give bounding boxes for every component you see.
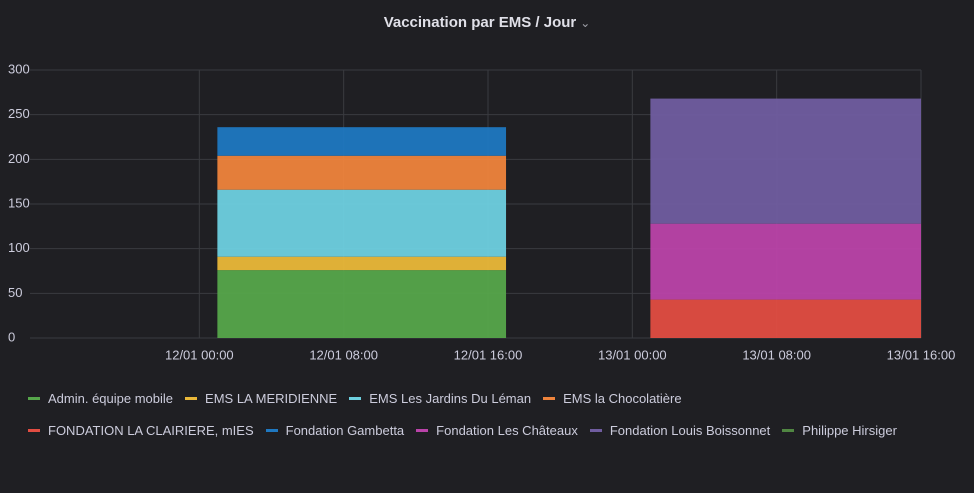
bar-segment xyxy=(217,256,507,271)
panel-header[interactable]: Vaccination par EMS / Jour ⌄ xyxy=(0,14,974,31)
legend-swatch xyxy=(185,396,198,400)
y-tick-label: 150 xyxy=(8,195,30,210)
legend-item[interactable]: Admin. équipe mobile xyxy=(28,382,173,414)
x-tick-label: 13/01 08:00 xyxy=(742,347,811,362)
legend-swatch xyxy=(543,396,556,400)
legend-item[interactable]: EMS Les Jardins Du Léman xyxy=(349,382,531,414)
legend-label: Admin. équipe mobile xyxy=(48,390,174,406)
legend-label: EMS Les Jardins Du Léman xyxy=(369,390,532,406)
y-tick-label: 300 xyxy=(8,61,30,76)
legend-label: EMS LA MERIDIENNE xyxy=(205,390,338,406)
legend-swatch xyxy=(589,428,602,432)
y-tick-label: 100 xyxy=(8,240,30,255)
x-tick-label: 12/01 00:00 xyxy=(165,347,234,362)
x-tick-label: 13/01 16:00 xyxy=(887,347,956,362)
panel-title: Vaccination par EMS / Jour xyxy=(383,14,577,31)
legend-swatch xyxy=(28,396,40,400)
y-tick-label: 250 xyxy=(8,106,30,121)
legend-swatch xyxy=(782,428,795,432)
y-tick-label: 50 xyxy=(8,285,22,300)
bar-segment xyxy=(217,189,507,257)
legend-swatch xyxy=(265,428,278,432)
bar-segment xyxy=(650,223,921,300)
legend-item[interactable]: Philippe Hirsiger xyxy=(782,414,897,446)
y-tick-label: 0 xyxy=(8,329,15,344)
bar-segment xyxy=(217,127,507,156)
legend-item[interactable]: Fondation Louis Boissonnet xyxy=(589,414,771,446)
legend-item[interactable]: EMS LA MERIDIENNE xyxy=(185,382,337,414)
legend-swatch xyxy=(349,396,362,400)
legend-label: FONDATION LA CLAIRIERE, mIES xyxy=(48,422,254,438)
bar-segment xyxy=(217,270,507,338)
x-tick-label: 13/01 00:00 xyxy=(598,347,667,362)
bars xyxy=(217,98,921,338)
legend-item[interactable]: Fondation Gambetta xyxy=(265,414,405,446)
legend-item[interactable]: Fondation Les Châteaux xyxy=(416,414,578,446)
bar-segment xyxy=(217,155,507,190)
bar-segment xyxy=(650,98,921,224)
legend-swatch xyxy=(28,428,40,432)
legend: Admin. équipe mobile EMS LA MERIDIENNE EMS… xyxy=(28,382,923,446)
legend-item[interactable]: EMS la Chocolatière xyxy=(543,382,682,414)
menu-chevron: ⌄ xyxy=(580,16,591,30)
legend-label: Fondation Louis Boissonnet xyxy=(609,422,771,438)
legend-label: Fondation Gambetta xyxy=(285,422,405,438)
x-tick-label: 12/01 16:00 xyxy=(454,347,523,362)
legend-label: Philippe Hirsiger xyxy=(802,422,897,438)
x-tick-label: 12/01 08:00 xyxy=(309,347,378,362)
y-tick-label: 200 xyxy=(8,151,30,166)
legend-label: EMS la Chocolatière xyxy=(563,390,682,406)
legend-label: Fondation Les Châteaux xyxy=(436,422,578,438)
legend-item[interactable]: FONDATION LA CLAIRIERE, mIES xyxy=(28,414,254,446)
bar-segment xyxy=(650,299,921,338)
legend-swatch xyxy=(416,428,429,432)
